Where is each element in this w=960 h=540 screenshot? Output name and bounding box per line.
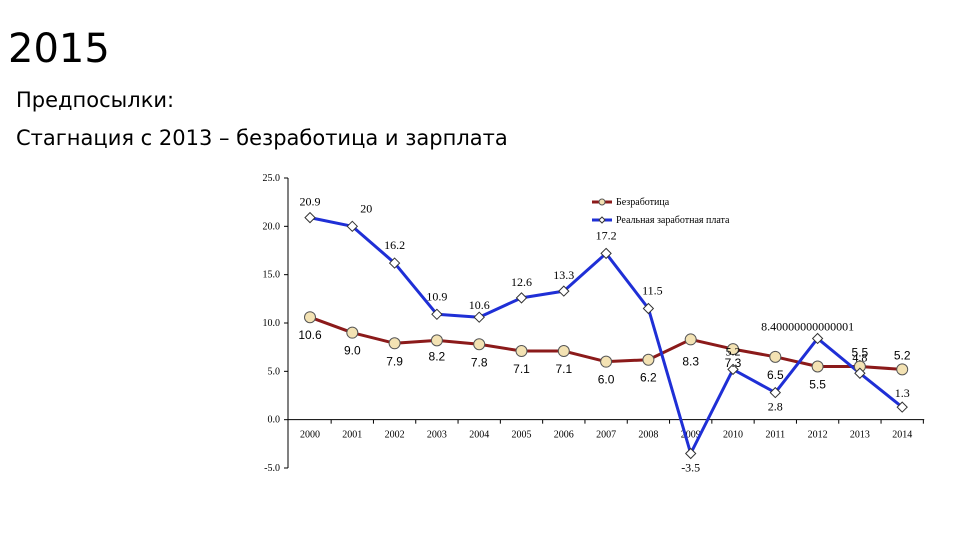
unemployment-data-label: 8.2	[429, 349, 446, 363]
wages-data-label: 13.3	[553, 268, 574, 282]
wages-point	[854, 367, 866, 379]
unemployment-point	[684, 333, 697, 346]
x-tick-label: 2000	[300, 430, 320, 441]
unemployment-data-label: 10.6	[298, 328, 322, 342]
wages-data-label: 10.9	[426, 289, 447, 303]
wages-data-label: 17.2	[596, 228, 617, 242]
bullet-stagnation: Стагнация с 2013 – безработица и зарплат…	[16, 126, 508, 150]
x-tick-label: 2009	[681, 430, 701, 441]
x-tick-label: 2005	[512, 430, 532, 441]
bullet-preconditions: Предпосылки:	[16, 88, 175, 112]
unemployment-point	[727, 343, 739, 356]
x-tick-label: 2007	[596, 430, 616, 441]
unemployment-point	[896, 363, 909, 376]
x-tick-label: 2013	[850, 430, 870, 441]
legend-unemployment-marker	[598, 198, 606, 206]
chart-data-labels: 10.6 9.0 7.9 8.2 7.8 7.1 7.1 6.0 6.2 8.3 7.3 6.5 5.5…	[298, 195, 911, 475]
legend-wages-label: Реальная заработная плата	[616, 215, 730, 226]
unemployment-point	[346, 326, 359, 339]
legend-wages-marker	[598, 216, 606, 224]
unemployment-data-label: 7.9	[386, 354, 403, 368]
line-chart: 25.0 20.0 15.0 10.0 5.0 0.0 -5.0 2000 2001 2002 20…	[263, 173, 925, 475]
unemployment-point	[388, 337, 401, 350]
legend-unemployment-label: Безработица	[616, 197, 670, 208]
slide-title: 2015	[8, 26, 110, 72]
unemployment-data-label: 5.2	[894, 348, 911, 362]
wages-data-label: 20.9	[300, 195, 321, 209]
y-tick-label: 10.0	[263, 318, 281, 329]
unemployment-point	[642, 353, 655, 366]
unemployment-data-label: 6.0	[598, 373, 615, 387]
unemployment-data-label: 5.5	[809, 378, 826, 392]
unemployment-point	[769, 350, 782, 363]
wages-point	[515, 292, 528, 304]
wages-data-label: 8.40000000000001	[761, 319, 854, 333]
unemployment-data-label: 7.1	[513, 362, 530, 376]
unemployment-data-label: 6.2	[640, 371, 657, 385]
wages-point	[600, 247, 612, 260]
wages-point	[684, 447, 697, 460]
y-tick-label: 25.0	[263, 173, 281, 184]
x-tick-label: 2002	[385, 430, 405, 441]
unemployment-data-label: 7.8	[471, 355, 488, 369]
x-tick-label: 2014	[892, 430, 912, 441]
wages-data-label: -3.5	[681, 461, 700, 475]
unemployment-point	[515, 345, 528, 358]
wages-point	[811, 332, 824, 345]
wages-point	[304, 211, 316, 224]
wages-data-label: 2.8	[768, 400, 783, 414]
wages-point	[896, 401, 908, 413]
unemployment-point	[557, 345, 570, 358]
unemployment-data-label: 6.5	[767, 368, 784, 382]
unemployment-point	[811, 360, 824, 373]
wages-point	[558, 285, 570, 297]
unemployment-point	[600, 355, 613, 368]
x-tick-label: 2011	[765, 430, 785, 441]
unemployment-data-label: 9.0	[344, 344, 361, 358]
chart-axes: 25.0 20.0 15.0 10.0 5.0 0.0 -5.0 2000 2001 2002 20…	[263, 173, 925, 474]
wages-point	[727, 363, 739, 376]
wages-data-label: 11.5	[642, 284, 663, 298]
unemployment-data-label: 5.5	[852, 346, 869, 360]
wages-point	[473, 311, 485, 323]
x-tick-label: 2004	[469, 430, 489, 441]
wages-point	[388, 257, 401, 269]
x-tick-label: 2012	[808, 430, 828, 441]
x-tick-label: 2006	[554, 430, 574, 441]
wages-data-label: 20	[360, 201, 372, 215]
wages-data-label: 4.8	[852, 350, 867, 364]
y-tick-label: 20.0	[263, 221, 281, 232]
y-tick-label: 15.0	[263, 270, 281, 281]
wages-point	[642, 302, 655, 315]
wages-point	[431, 308, 443, 321]
unemployment-data-label: 7.3	[725, 356, 742, 370]
wages-data-label: 12.6	[511, 275, 532, 289]
y-tick-label: -5.0	[264, 463, 280, 474]
wages-data-label: 5.2	[726, 344, 741, 358]
x-tick-label: 2001	[342, 430, 362, 441]
chart-legend: Безработица Реальная заработная плата	[592, 197, 730, 226]
unemployment-point	[430, 334, 443, 347]
wages-data-label: 10.6	[469, 298, 490, 312]
wages-point	[346, 220, 359, 233]
unemployment-point	[473, 338, 486, 351]
x-tick-label: 2008	[638, 430, 658, 441]
unemployment-data-label: 7.1	[555, 362, 572, 376]
y-tick-label: 0.0	[268, 415, 281, 426]
unemployment-point	[304, 311, 316, 324]
chart-series	[304, 211, 909, 460]
x-tick-label: 2010	[723, 430, 743, 441]
wages-point	[769, 386, 782, 399]
y-tick-label: 5.0	[268, 366, 281, 377]
unemployment-data-label: 8.3	[682, 354, 699, 368]
wages-data-label: 1.3	[895, 386, 910, 400]
x-tick-label: 2003	[427, 430, 447, 441]
wages-data-label: 16.2	[384, 238, 405, 252]
